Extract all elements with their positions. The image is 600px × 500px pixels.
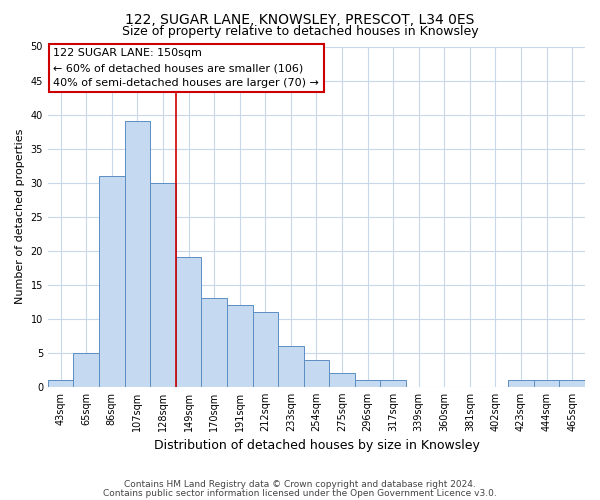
Bar [278,346,304,387]
Bar [380,380,406,387]
Text: 122 SUGAR LANE: 150sqm
← 60% of detached houses are smaller (106)
40% of semi-de: 122 SUGAR LANE: 150sqm ← 60% of detached… [53,48,319,88]
Text: 122, SUGAR LANE, KNOWSLEY, PRESCOT, L34 0ES: 122, SUGAR LANE, KNOWSLEY, PRESCOT, L34 … [125,12,475,26]
Bar [202,298,227,387]
Bar [99,176,125,387]
Bar [355,380,380,387]
Text: Size of property relative to detached houses in Knowsley: Size of property relative to detached ho… [122,25,478,38]
Text: Contains public sector information licensed under the Open Government Licence v3: Contains public sector information licen… [103,490,497,498]
Text: Contains HM Land Registry data © Crown copyright and database right 2024.: Contains HM Land Registry data © Crown c… [124,480,476,489]
X-axis label: Distribution of detached houses by size in Knowsley: Distribution of detached houses by size … [154,440,479,452]
Bar [73,353,99,387]
Bar [125,122,150,387]
Bar [150,182,176,387]
Bar [559,380,585,387]
Bar [253,312,278,387]
Bar [508,380,534,387]
Bar [329,373,355,387]
Bar [176,258,202,387]
Bar [227,305,253,387]
Bar [304,360,329,387]
Bar [48,380,73,387]
Bar [534,380,559,387]
Y-axis label: Number of detached properties: Number of detached properties [15,129,25,304]
